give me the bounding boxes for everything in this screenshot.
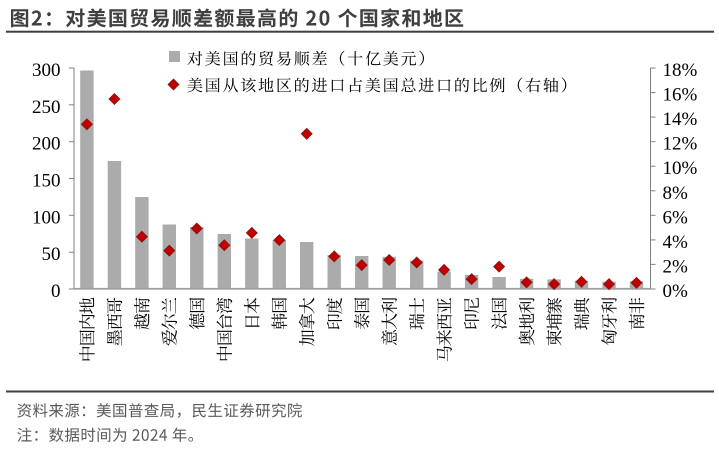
svg-text:14%: 14%: [663, 109, 698, 130]
svg-text:6%: 6%: [663, 207, 689, 228]
svg-text:18%: 18%: [663, 60, 698, 81]
svg-text:0: 0: [51, 281, 61, 302]
svg-text:8%: 8%: [663, 183, 689, 204]
svg-text:16%: 16%: [663, 85, 698, 106]
svg-text:12%: 12%: [663, 134, 698, 155]
svg-text:4%: 4%: [663, 232, 689, 253]
svg-text:150: 150: [32, 171, 61, 192]
svg-text:100: 100: [32, 207, 61, 228]
svg-text:50: 50: [42, 244, 61, 265]
svg-text:2%: 2%: [663, 256, 689, 277]
svg-text:300: 300: [32, 60, 61, 81]
svg-text:250: 250: [32, 97, 61, 118]
svg-text:10%: 10%: [663, 158, 698, 179]
svg-text:0%: 0%: [663, 281, 689, 302]
svg-text:200: 200: [32, 134, 61, 155]
